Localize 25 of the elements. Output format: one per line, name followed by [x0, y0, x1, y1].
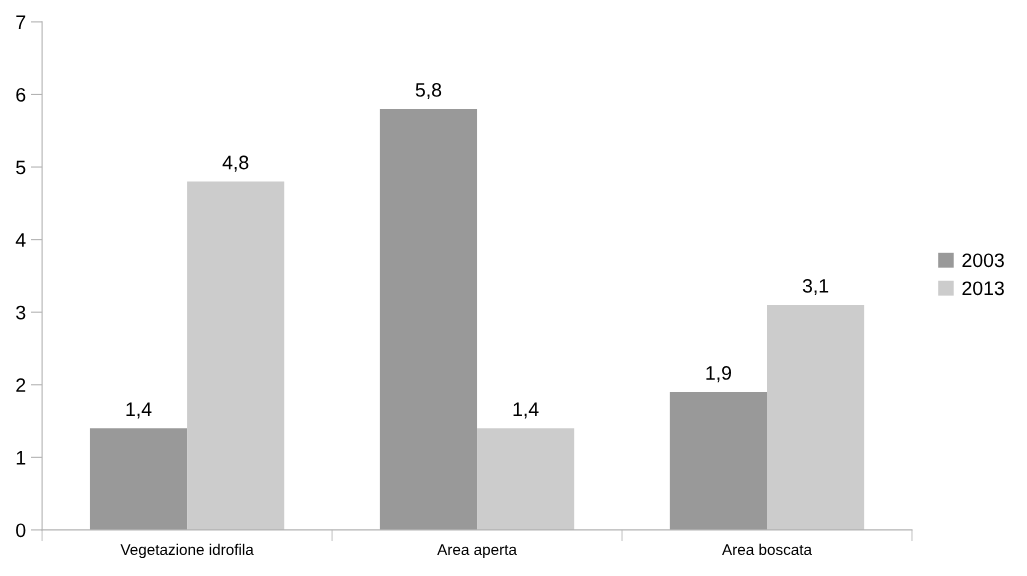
data-label: 1,4: [126, 402, 152, 419]
data-label: 4,8: [222, 155, 249, 172]
data-label: 5,8: [415, 83, 442, 100]
bar: [669, 392, 767, 530]
bar: [477, 428, 575, 530]
bar: [187, 181, 285, 530]
bar: [379, 108, 478, 530]
x-tick-label: Vegetazione idrofila: [120, 543, 254, 559]
y-tick-label: 0: [16, 523, 26, 538]
bar: [89, 428, 188, 530]
legend-label: 2003: [962, 253, 1004, 268]
x-tick-label: Area boscata: [722, 543, 813, 556]
y-tick-label: 2: [16, 378, 26, 392]
data-label: 1,9: [706, 366, 732, 383]
y-tick-label: 5: [16, 160, 26, 175]
y-tick-label: 3: [16, 305, 26, 320]
bar: [767, 304, 865, 530]
data-label: 3,1: [802, 278, 829, 296]
y-tick-label: 1: [16, 451, 26, 465]
x-tick-label: Area aperta: [437, 544, 517, 559]
data-label: 1,4: [513, 402, 539, 419]
y-tick-label: 7: [16, 15, 26, 29]
y-tick-label: 6: [16, 87, 26, 102]
y-tick-label: 4: [15, 233, 26, 247]
legend-label: 2013: [962, 281, 1004, 296]
